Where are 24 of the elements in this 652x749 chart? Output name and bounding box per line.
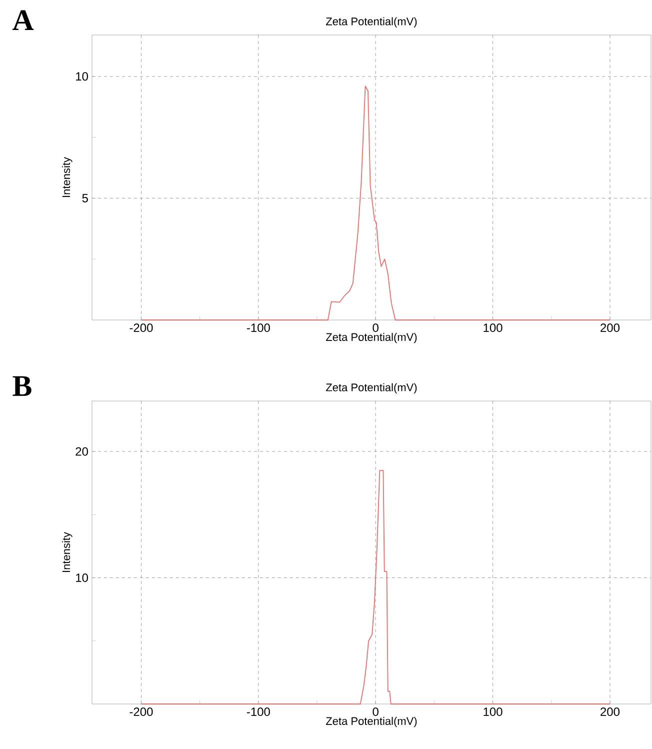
- x-tick-label: 100: [484, 324, 502, 332]
- x-tick-label: -100: [246, 324, 270, 332]
- x-tick-label: -100: [246, 708, 270, 716]
- y-axis-title: Intensity: [62, 157, 72, 197]
- line-series: [140, 86, 610, 320]
- y-tick-label: 10: [76, 574, 88, 582]
- x-tick-label: -200: [130, 708, 153, 716]
- y-tick-label: 5: [82, 194, 88, 202]
- chart-title: Zeta Potential(mV): [326, 383, 417, 394]
- y-tick-label: 10: [76, 72, 88, 81]
- text: A: [12, 10, 34, 30]
- x-tick-label: 0: [372, 708, 378, 716]
- x-tick-label: 200: [600, 324, 620, 332]
- x-tick-label: 100: [484, 708, 502, 716]
- text: B: [12, 376, 32, 396]
- x-axis-title: Zeta Potential(mV): [326, 332, 417, 344]
- line-series: [140, 470, 610, 704]
- x-tick-label: 200: [600, 708, 620, 716]
- y-tick-label: 20: [76, 447, 88, 456]
- x-axis-title: Zeta Potential(mV): [326, 716, 417, 728]
- x-tick-label: -200: [130, 324, 153, 332]
- chart-title: Zeta Potential(mV): [326, 17, 417, 28]
- x-tick-label: 0: [372, 324, 378, 332]
- y-axis-title: Intensity: [62, 532, 72, 572]
